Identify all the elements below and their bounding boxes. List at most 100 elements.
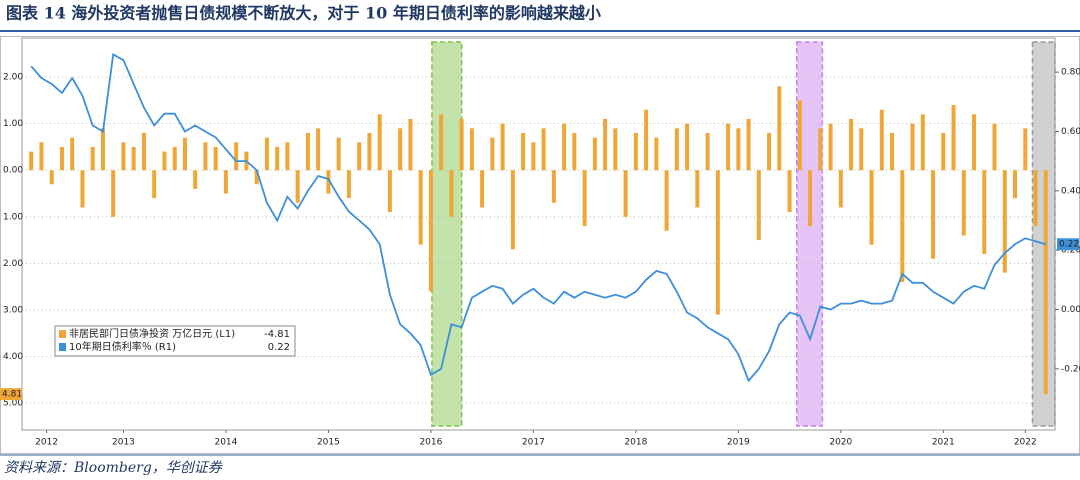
bar	[152, 170, 157, 199]
bar	[531, 142, 536, 171]
bar	[70, 137, 75, 171]
value-tag-label: 4.81	[2, 390, 22, 400]
bar	[49, 170, 54, 185]
plot-area	[21, 37, 1056, 431]
yield-line	[30, 52, 1047, 383]
bar	[439, 114, 444, 171]
bar	[900, 170, 905, 282]
bar	[428, 170, 433, 292]
bar	[890, 132, 895, 171]
y-tick-label: 3.00	[3, 305, 23, 315]
bar	[213, 146, 218, 171]
bar	[203, 142, 208, 171]
bar	[1013, 170, 1018, 199]
bar	[982, 170, 987, 255]
value-tag-label: 0.22	[1059, 240, 1079, 250]
bar	[961, 170, 966, 236]
x-tick-label: 2013	[112, 438, 135, 448]
chart-title: 图表 14 海外投资者抛售日债规模不断放大，对于 10 年期日债利率的影响越来越…	[6, 4, 601, 23]
bar	[449, 170, 454, 217]
bar	[972, 114, 977, 171]
bar	[172, 146, 177, 171]
bar	[849, 119, 854, 171]
y2-tick-label: -0.20	[1061, 364, 1080, 374]
x-tick-label: 2017	[522, 438, 545, 448]
y-tick-label: 2.00	[3, 259, 23, 269]
bar	[736, 128, 741, 171]
bar	[377, 114, 382, 171]
bar	[931, 170, 936, 259]
bar	[644, 109, 649, 171]
bar	[500, 123, 505, 171]
bar	[838, 170, 843, 208]
bar	[408, 119, 413, 171]
bar	[357, 142, 362, 171]
bar	[592, 137, 597, 171]
x-tick-label: 2018	[624, 438, 647, 448]
bar	[100, 128, 105, 171]
y-tick-label: 4.00	[3, 352, 23, 362]
bar	[316, 128, 321, 171]
bar	[572, 132, 577, 171]
bar	[336, 137, 341, 171]
bar	[633, 132, 638, 171]
bar	[705, 132, 710, 171]
bar	[797, 100, 802, 171]
bar	[326, 170, 331, 194]
bar	[490, 137, 495, 171]
bar	[111, 170, 116, 217]
bar	[1023, 128, 1028, 171]
value-tag	[1057, 238, 1079, 251]
bar	[510, 170, 515, 250]
legend: 非居民部门日债净投资 万亿日元 (L1) -4.81 10年期日债利率％ (R1) 0…	[54, 325, 296, 357]
bar	[254, 170, 259, 185]
bar	[1033, 170, 1038, 227]
bar	[234, 142, 239, 171]
bar	[387, 170, 392, 213]
bar	[80, 170, 85, 208]
y-tick-label: 2.00	[3, 73, 23, 83]
bar	[674, 128, 679, 171]
y-tick-label: 1.00	[3, 119, 23, 129]
bar	[551, 170, 556, 203]
bar	[869, 170, 874, 245]
y-tick-label: 0.00	[3, 166, 23, 176]
y2-tick-label: 0.80	[1061, 68, 1080, 78]
x-tick-label: 2021	[932, 438, 955, 448]
bar	[29, 151, 34, 171]
bar	[767, 132, 772, 171]
bar	[859, 128, 864, 171]
bar	[777, 86, 782, 171]
bar	[39, 142, 44, 171]
bar	[562, 123, 567, 171]
bar	[623, 170, 628, 217]
bar	[1043, 170, 1048, 395]
x-tick-label: 2015	[317, 438, 340, 448]
bar	[121, 142, 126, 171]
bar	[756, 170, 761, 241]
bar	[418, 170, 423, 245]
bar	[951, 105, 956, 171]
y2-tick-label: 0.40	[1061, 186, 1080, 196]
bar	[613, 128, 618, 171]
bar	[131, 146, 136, 171]
legend-value: -4.81	[264, 329, 290, 340]
bar	[193, 170, 198, 189]
bar	[582, 170, 587, 227]
plot: 2.00 1.00 0.00 1.00 2.00 3.00 4.00 5.00 0.80 0.60…	[0, 37, 1080, 448]
highlight-band	[796, 41, 824, 427]
bar	[715, 170, 720, 315]
bar	[182, 137, 187, 171]
highlight-band	[1031, 41, 1056, 427]
bar	[941, 132, 946, 171]
bar	[685, 123, 690, 171]
bar	[521, 132, 526, 171]
bar	[264, 137, 269, 171]
bar	[808, 170, 813, 227]
bar	[162, 151, 167, 171]
value-tag	[0, 388, 22, 401]
bar	[480, 170, 485, 208]
bar	[459, 119, 464, 171]
